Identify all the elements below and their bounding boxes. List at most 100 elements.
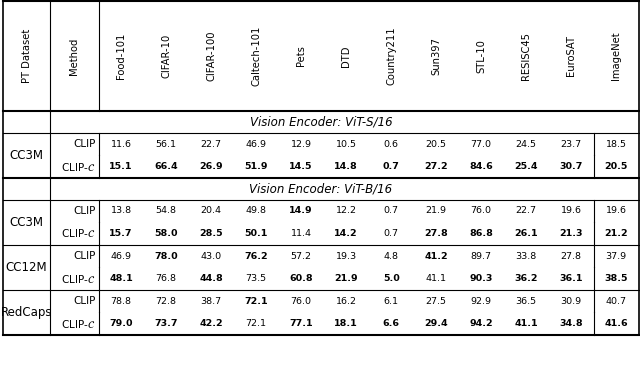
- Text: 14.8: 14.8: [334, 162, 358, 171]
- Text: 6.6: 6.6: [383, 319, 399, 328]
- Text: 41.2: 41.2: [424, 252, 448, 261]
- Text: 58.0: 58.0: [154, 229, 178, 238]
- Text: 38.7: 38.7: [200, 297, 221, 306]
- Text: 36.1: 36.1: [559, 274, 583, 283]
- Text: 41.6: 41.6: [604, 319, 628, 328]
- Text: 84.6: 84.6: [469, 162, 493, 171]
- Text: 18.1: 18.1: [334, 319, 358, 328]
- Text: 73.5: 73.5: [246, 274, 267, 283]
- Text: 44.8: 44.8: [199, 274, 223, 283]
- Text: 76.8: 76.8: [156, 274, 177, 283]
- Text: 21.3: 21.3: [559, 229, 583, 238]
- Text: 49.8: 49.8: [246, 206, 267, 215]
- Text: 19.3: 19.3: [335, 252, 356, 261]
- Text: 13.8: 13.8: [111, 206, 132, 215]
- Text: 89.7: 89.7: [470, 252, 492, 261]
- Text: CLIP: CLIP: [73, 139, 95, 149]
- Text: 20.5: 20.5: [426, 139, 447, 149]
- Text: 6.1: 6.1: [383, 297, 399, 306]
- Text: RedCaps: RedCaps: [1, 306, 52, 319]
- Text: EuroSAT: EuroSAT: [566, 35, 576, 76]
- Text: 76.0: 76.0: [470, 206, 492, 215]
- Text: 0.7: 0.7: [383, 229, 399, 238]
- Text: 0.6: 0.6: [383, 139, 399, 149]
- Text: 36.2: 36.2: [515, 274, 538, 283]
- Text: 33.8: 33.8: [516, 252, 537, 261]
- Text: 0.7: 0.7: [383, 206, 399, 215]
- Text: 21.9: 21.9: [426, 206, 447, 215]
- Text: 30.9: 30.9: [561, 297, 582, 306]
- Text: 78.0: 78.0: [154, 252, 178, 261]
- Text: Caltech-101: Caltech-101: [251, 26, 261, 86]
- Text: 76.2: 76.2: [244, 252, 268, 261]
- Text: 20.4: 20.4: [200, 206, 221, 215]
- Text: 12.9: 12.9: [291, 139, 312, 149]
- Text: 18.5: 18.5: [605, 139, 627, 149]
- Text: 26.9: 26.9: [199, 162, 223, 171]
- Text: 24.5: 24.5: [516, 139, 537, 149]
- Text: 86.8: 86.8: [469, 229, 493, 238]
- Text: PT Dataset: PT Dataset: [22, 29, 31, 83]
- Text: 20.5: 20.5: [605, 162, 628, 171]
- Text: 43.0: 43.0: [200, 252, 221, 261]
- Text: CLIP: CLIP: [73, 296, 95, 306]
- Text: 56.1: 56.1: [156, 139, 177, 149]
- Text: 90.3: 90.3: [470, 274, 493, 283]
- Text: 27.5: 27.5: [426, 297, 447, 306]
- Text: CLIP: CLIP: [73, 206, 95, 216]
- Text: 51.9: 51.9: [244, 162, 268, 171]
- Text: 25.4: 25.4: [515, 162, 538, 171]
- Text: 34.8: 34.8: [559, 319, 583, 328]
- Text: 36.5: 36.5: [516, 297, 537, 306]
- Text: 57.2: 57.2: [291, 252, 312, 261]
- Text: 21.2: 21.2: [604, 229, 628, 238]
- Text: 29.4: 29.4: [424, 319, 448, 328]
- Text: 42.2: 42.2: [199, 319, 223, 328]
- Text: 4.8: 4.8: [383, 252, 399, 261]
- Text: Food-101: Food-101: [116, 33, 126, 79]
- Text: Vision Encoder: ViT-S/16: Vision Encoder: ViT-S/16: [250, 115, 392, 128]
- Text: 5.0: 5.0: [383, 274, 399, 283]
- Text: 54.8: 54.8: [156, 206, 177, 215]
- Text: 66.4: 66.4: [154, 162, 178, 171]
- Text: 16.2: 16.2: [335, 297, 356, 306]
- Text: 41.1: 41.1: [426, 274, 447, 283]
- Text: 38.5: 38.5: [604, 274, 628, 283]
- Text: Pets: Pets: [296, 45, 306, 66]
- Text: 26.1: 26.1: [515, 229, 538, 238]
- Text: 23.7: 23.7: [561, 139, 582, 149]
- Text: 77.1: 77.1: [289, 319, 313, 328]
- Text: 79.0: 79.0: [109, 319, 133, 328]
- Text: 28.5: 28.5: [199, 229, 223, 238]
- Text: 27.2: 27.2: [424, 162, 448, 171]
- Text: Method: Method: [69, 37, 79, 74]
- Text: 14.9: 14.9: [289, 206, 313, 215]
- Text: STL-10: STL-10: [476, 39, 486, 73]
- Text: CLIP-$\mathcal{C}$: CLIP-$\mathcal{C}$: [61, 273, 95, 285]
- Text: 11.4: 11.4: [291, 229, 312, 238]
- Text: 72.1: 72.1: [246, 319, 267, 328]
- Text: 72.1: 72.1: [244, 297, 268, 306]
- Text: ImageNet: ImageNet: [611, 32, 621, 80]
- Text: 27.8: 27.8: [561, 252, 582, 261]
- Text: Sun397: Sun397: [431, 37, 441, 75]
- Text: 14.5: 14.5: [289, 162, 313, 171]
- Text: 73.7: 73.7: [154, 319, 178, 328]
- Text: 94.2: 94.2: [469, 319, 493, 328]
- Text: CLIP-$\mathcal{C}$: CLIP-$\mathcal{C}$: [61, 318, 95, 330]
- Text: 37.9: 37.9: [605, 252, 627, 261]
- Text: 50.1: 50.1: [244, 229, 268, 238]
- Text: 78.8: 78.8: [111, 297, 132, 306]
- Text: CLIP: CLIP: [73, 251, 95, 261]
- Text: CC3M: CC3M: [10, 149, 44, 162]
- Text: CC12M: CC12M: [6, 261, 47, 274]
- Text: 15.1: 15.1: [109, 162, 133, 171]
- Text: 41.1: 41.1: [515, 319, 538, 328]
- Text: RESISC45: RESISC45: [521, 32, 531, 80]
- Text: 15.7: 15.7: [109, 229, 133, 238]
- Text: 77.0: 77.0: [470, 139, 492, 149]
- Text: 46.9: 46.9: [111, 252, 132, 261]
- Text: CLIP-$\mathcal{C}$: CLIP-$\mathcal{C}$: [61, 161, 95, 173]
- Text: 22.7: 22.7: [516, 206, 537, 215]
- Text: 21.9: 21.9: [334, 274, 358, 283]
